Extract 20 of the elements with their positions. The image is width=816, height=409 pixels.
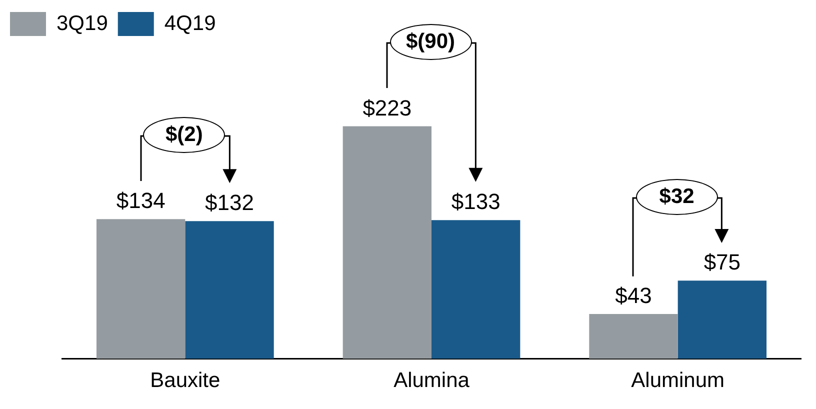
data-label: $43 bbox=[615, 283, 652, 308]
x-tick-label: Aluminum bbox=[631, 369, 725, 392]
data-label: $223 bbox=[362, 95, 412, 120]
legend-label: 4Q19 bbox=[164, 12, 216, 35]
bar bbox=[342, 126, 432, 359]
text: $(90) bbox=[390, 24, 472, 60]
annotation: $32 bbox=[636, 178, 718, 215]
data-label: $75 bbox=[704, 250, 741, 275]
legend-label: 3Q19 bbox=[56, 12, 108, 35]
bar bbox=[678, 280, 767, 359]
x-tick-label: Alumina bbox=[394, 369, 470, 392]
bar bbox=[589, 314, 678, 359]
annotation: $(2) bbox=[143, 117, 226, 154]
x-tick-label: Bauxite bbox=[150, 369, 220, 392]
data-label: $133 bbox=[451, 189, 500, 214]
bar bbox=[96, 219, 186, 359]
data-label: $134 bbox=[116, 188, 166, 214]
data-label: $132 bbox=[205, 190, 254, 216]
bar bbox=[185, 221, 274, 359]
bar bbox=[432, 220, 520, 359]
